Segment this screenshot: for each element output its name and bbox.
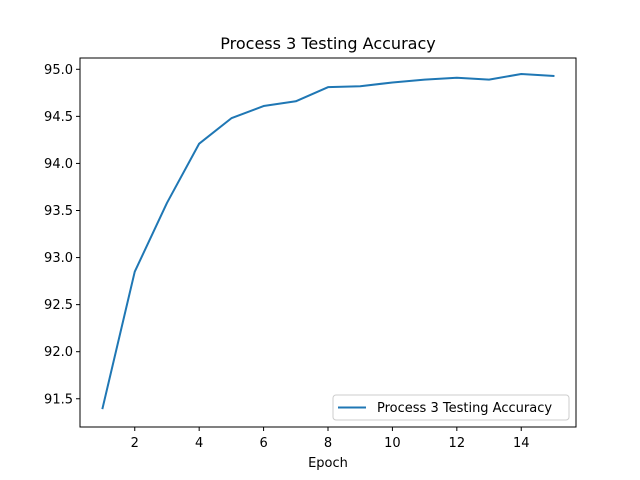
series-group — [101, 73, 555, 410]
x-tick-label: 6 — [259, 436, 267, 451]
y-tick-label: 92.0 — [44, 345, 73, 360]
x-tick-label: 10 — [384, 436, 401, 451]
y-tick-label: 91.5 — [44, 392, 73, 407]
x-axis: 2 4 6 8 10 12 14 — [131, 427, 530, 451]
legend: Process 3 Testing Accuracy — [332, 394, 570, 421]
x-tick-label: 2 — [131, 436, 139, 451]
y-tick-label: 95.0 — [44, 63, 73, 78]
x-tick-label: 8 — [324, 436, 332, 451]
x-tick-label: 4 — [195, 436, 203, 451]
axes-frame — [79, 57, 577, 428]
y-tick-label: 93.0 — [44, 251, 73, 266]
y-tick-label: 92.5 — [44, 298, 73, 313]
y-tick-label: 94.0 — [44, 157, 73, 172]
legend-label: Process 3 Testing Accuracy — [377, 401, 552, 416]
y-tick-label: 93.5 — [44, 204, 73, 219]
chart-title: Process 3 Testing Accuracy — [220, 34, 435, 53]
plot-area — [79, 57, 577, 428]
y-axis: 91.5 92.0 92.5 93.0 93.5 94.0 94.5 95.0 — [44, 63, 80, 407]
series-line — [101, 73, 555, 410]
y-tick-label: 94.5 — [44, 110, 73, 125]
x-tick-label: 12 — [449, 436, 466, 451]
legend-box — [332, 394, 570, 421]
x-tick-label: 14 — [513, 436, 530, 451]
x-axis-label: Epoch — [308, 456, 348, 471]
